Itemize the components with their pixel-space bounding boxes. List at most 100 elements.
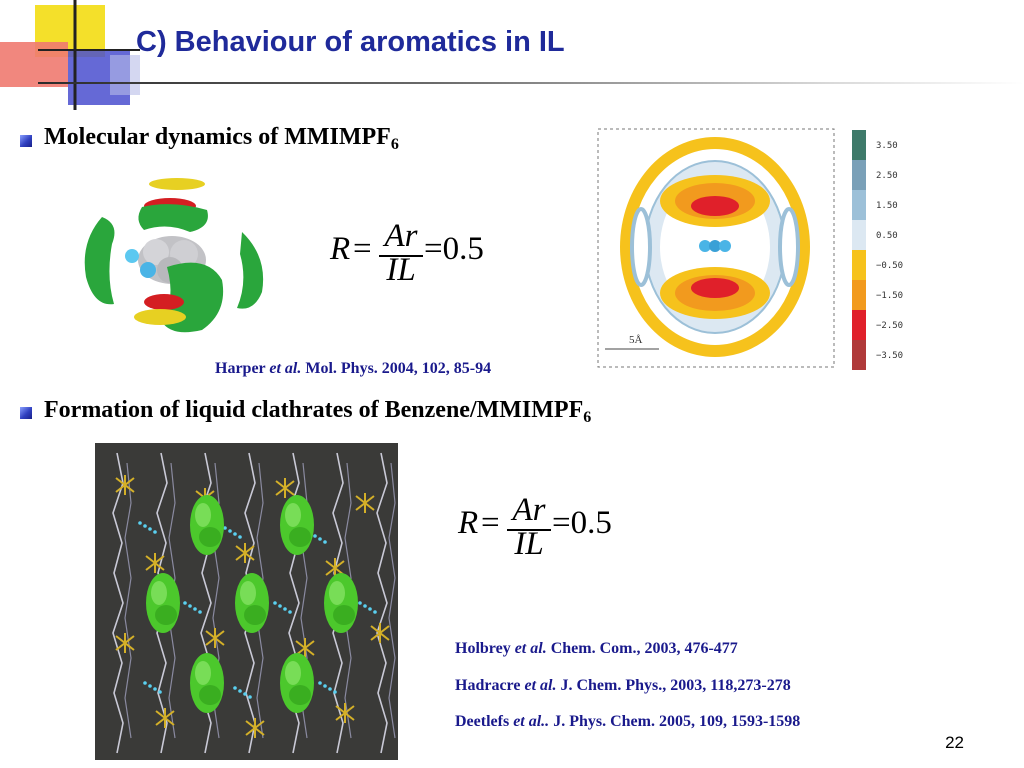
- color-bar-label: −1.50: [876, 291, 903, 301]
- hbond-dot: [373, 610, 377, 614]
- color-bar-label: 2.50: [876, 171, 898, 181]
- slide-title: C) Behaviour of aromatics in IL: [136, 26, 565, 58]
- hbond-dot: [278, 604, 282, 608]
- hbond-dot: [158, 690, 162, 694]
- lattice-chain: [124, 462, 132, 739]
- anion-cross: [145, 553, 165, 573]
- reference-harper: Harper et al. Mol. Phys. 2004, 102, 85-9…: [215, 360, 491, 378]
- fraction-bar: [507, 529, 551, 531]
- page-number: 22: [945, 733, 964, 752]
- hbond-dot: [323, 540, 327, 544]
- reference-citation: J. Chem. Phys., 2003, 118,273-278: [560, 677, 791, 694]
- benzene-shade: [199, 527, 221, 547]
- equation-numerator: Ar: [512, 492, 546, 528]
- anion-cross: [155, 708, 175, 728]
- color-bar-swatch: [852, 130, 866, 160]
- color-bar-label: −3.50: [876, 351, 903, 361]
- hbond-dot: [333, 690, 337, 694]
- anion-cross: [205, 628, 225, 648]
- equation-r: R: [458, 505, 479, 541]
- anion-cross: [325, 558, 345, 578]
- color-bar-label: 1.50: [876, 201, 898, 211]
- color-bar-swatch: [852, 250, 866, 280]
- hbond-dot: [143, 524, 147, 528]
- equation-denominator: IL: [514, 526, 544, 562]
- ratio-equation: R = Ar IL =0.5: [458, 492, 628, 566]
- benzene-highlight: [329, 581, 345, 605]
- hbond-dot: [138, 521, 142, 525]
- contour-plot: 5Å: [597, 128, 835, 368]
- hbond-dot: [153, 687, 157, 691]
- equation-value: =0.5: [552, 505, 612, 541]
- hbond-dot: [238, 689, 242, 693]
- color-bar-swatch: [852, 220, 866, 250]
- benzene-shade: [244, 605, 266, 625]
- hbond-dot: [328, 687, 332, 691]
- hbond-dot: [318, 681, 322, 685]
- equation-r: R: [330, 231, 351, 267]
- hbond-dot: [143, 681, 147, 685]
- reference-author: Hadracre: [455, 677, 521, 694]
- equation-numerator: Ar: [384, 218, 418, 254]
- scale-bar-label: 5Å: [629, 334, 643, 346]
- equation-equals: =: [481, 505, 500, 541]
- hbond-dot: [233, 532, 237, 536]
- benzene-highlight: [285, 503, 301, 527]
- bullet-molecular-dynamics: Molecular dynamics of MMIMPF6: [44, 124, 399, 154]
- hbond-dot: [183, 601, 187, 605]
- reference-etal: et al..: [513, 713, 550, 730]
- anion-cross: [295, 638, 315, 658]
- color-bar-swatch: [852, 310, 866, 340]
- reference-author: Harper: [215, 360, 266, 377]
- reference-holbrey: Holbrey et al. Chem. Com., 2003, 476-477: [455, 640, 738, 658]
- reference-author: Holbrey: [455, 640, 511, 657]
- hbond-dot: [248, 695, 252, 699]
- equation-value: =0.5: [424, 231, 484, 267]
- benzene-shade: [333, 605, 355, 625]
- hbond-dot: [148, 684, 152, 688]
- anion-cross: [370, 623, 390, 643]
- md-density-figure: [84, 178, 264, 333]
- benzene-shade: [289, 685, 311, 705]
- bullet-text: Molecular dynamics of MMIMPF: [44, 124, 391, 150]
- benzene-shade: [199, 685, 221, 705]
- anion-cross: [355, 493, 375, 513]
- hbond-dot: [153, 530, 157, 534]
- hbond-dot: [288, 610, 292, 614]
- reference-etal: et al.: [269, 360, 302, 377]
- equation-denominator: IL: [386, 252, 416, 288]
- reference-etal: et al.: [524, 677, 557, 694]
- benzene-highlight: [151, 581, 167, 605]
- contour-color-bar: 3.50 2.50 1.50 0.50 −0.50 −1.50 −2.50 −3.50: [852, 130, 903, 370]
- title-decoration: [0, 0, 140, 110]
- anion-cross: [335, 703, 355, 723]
- bullet-icon: [20, 135, 32, 147]
- hbond-dot: [188, 604, 192, 608]
- equation-equals: =: [353, 231, 372, 267]
- bullet-liquid-clathrates: Formation of liquid clathrates of Benzen…: [44, 397, 591, 427]
- anion-cross: [275, 478, 295, 498]
- lattice-chain: [112, 452, 124, 754]
- hbond-dot: [273, 601, 277, 605]
- color-bar-label: 3.50: [876, 141, 898, 151]
- anion-cross: [115, 633, 135, 653]
- reference-hadracre: Hadracre et al. J. Chem. Phys., 2003, 11…: [455, 677, 791, 695]
- hbond-dot: [193, 607, 197, 611]
- title-underline: [38, 82, 1024, 84]
- hbond-dot: [148, 527, 152, 531]
- lattice-chain: [376, 452, 388, 754]
- subscript: 6: [390, 136, 399, 153]
- reference-author: Deetlefs: [455, 713, 510, 730]
- subscript: 6: [583, 409, 592, 426]
- color-bar-label: 0.50: [876, 231, 898, 241]
- color-bar-swatch: [852, 280, 866, 310]
- color-bar-label: −2.50: [876, 321, 903, 331]
- color-bar-swatch: [852, 340, 866, 370]
- ratio-equation: R = Ar IL =0.5: [330, 218, 500, 292]
- bullet-text: Formation of liquid clathrates of Benzen…: [44, 397, 584, 423]
- reference-etal: et al.: [514, 640, 547, 657]
- benzene-highlight: [240, 581, 256, 605]
- fraction-bar: [379, 255, 423, 257]
- hbond-dot: [283, 607, 287, 611]
- color-bar-swatch: [852, 190, 866, 220]
